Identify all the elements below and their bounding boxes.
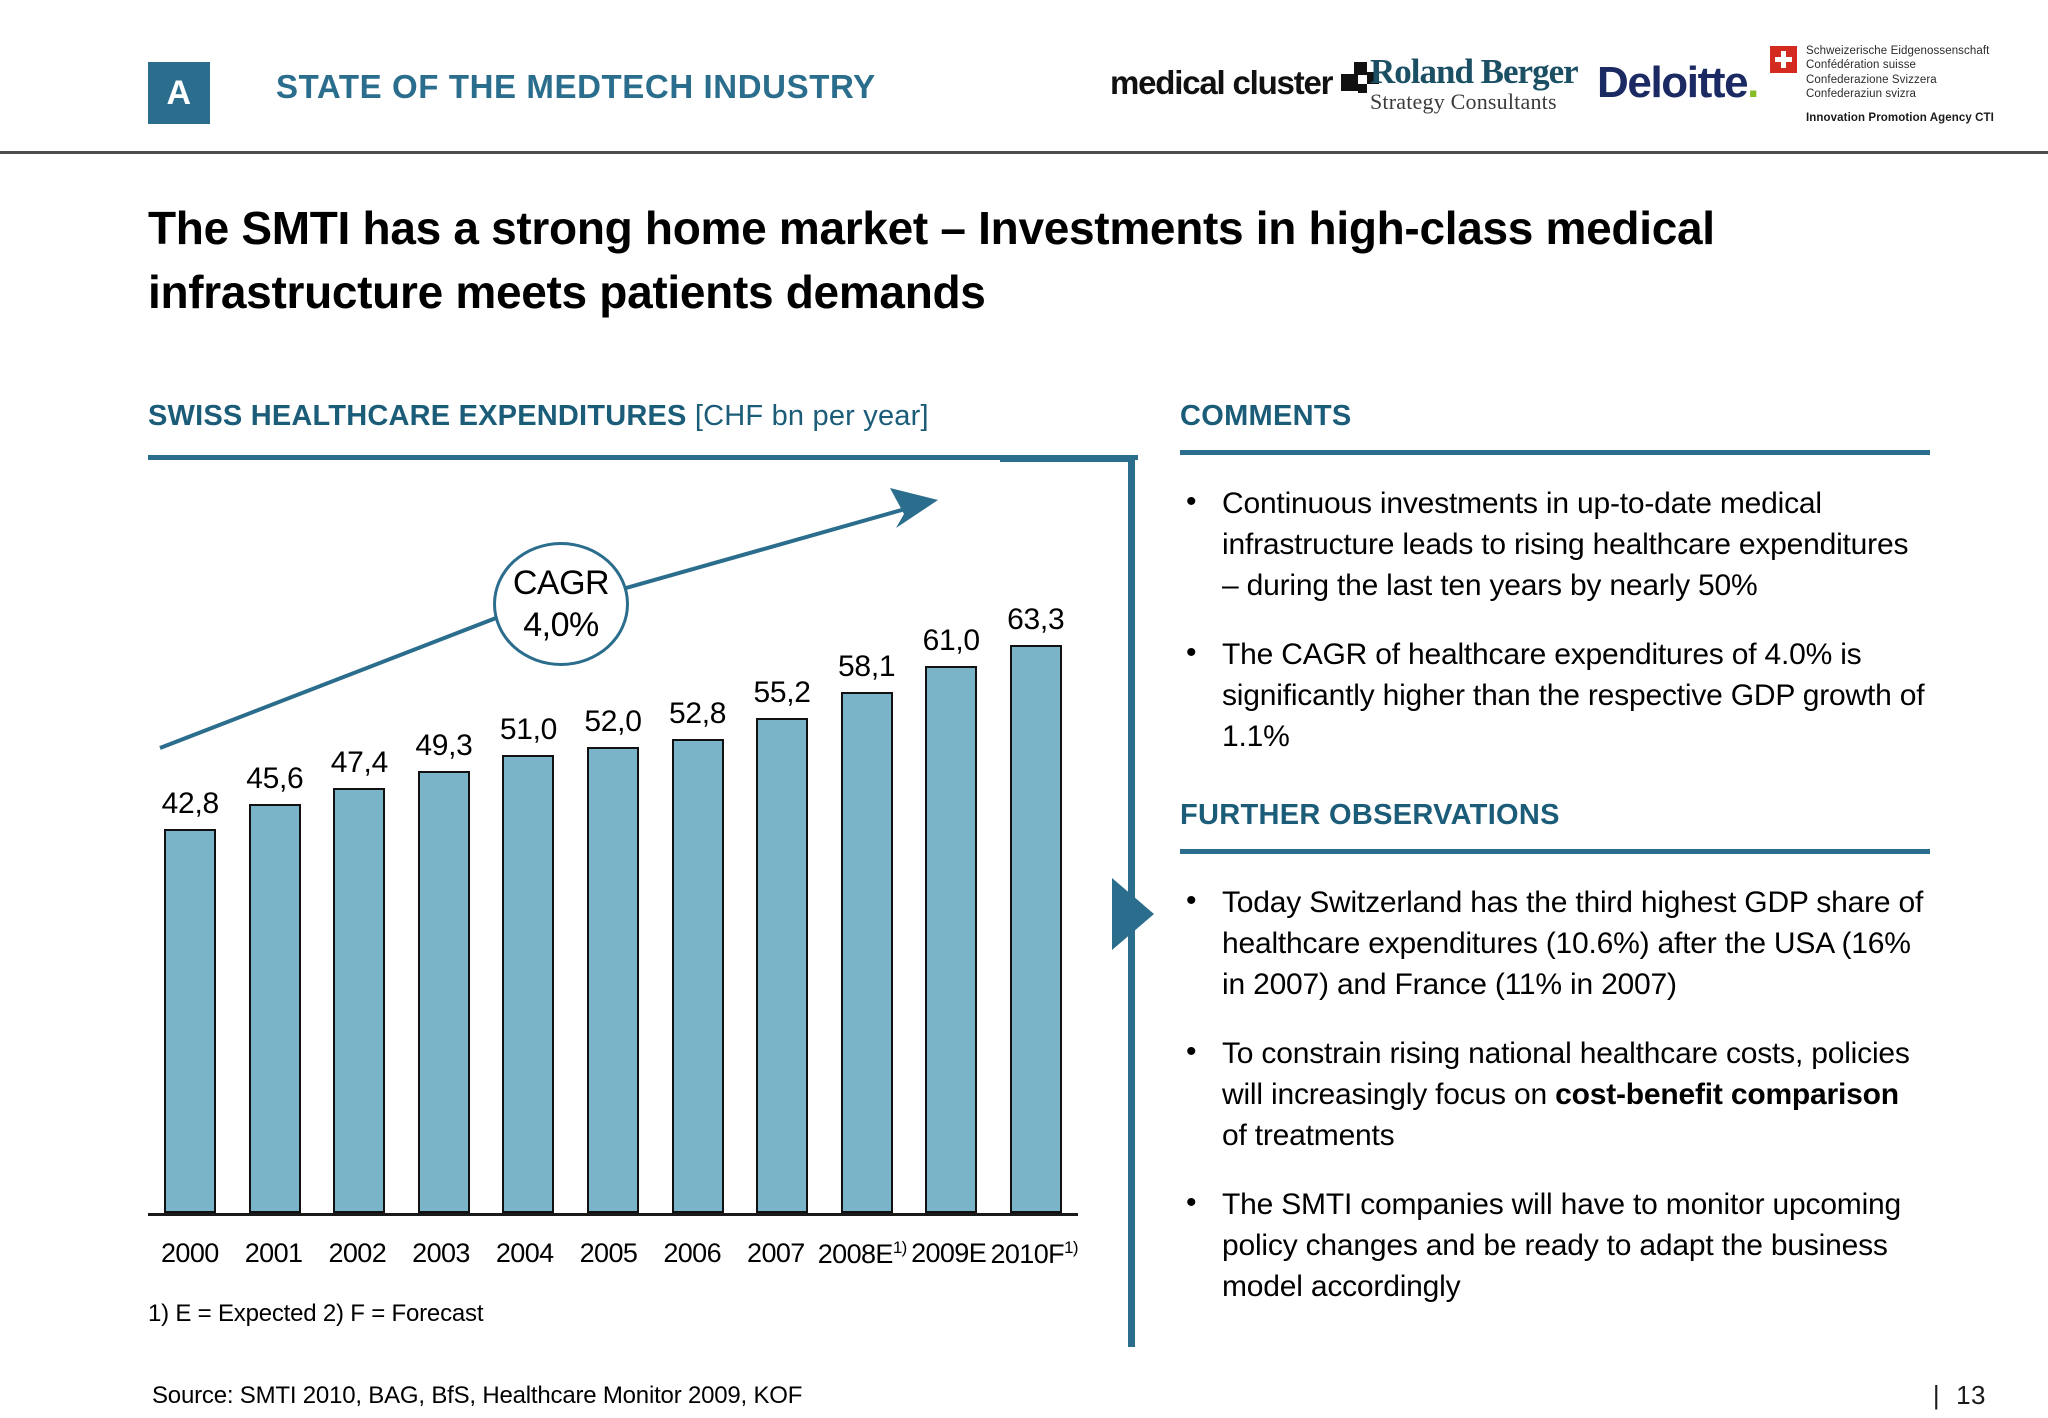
bar-rect [333,787,386,1213]
roland-berger-logo: Roland Berger Strategy Consultants [1370,54,1595,114]
deloitte-logo-text: Deloitte [1597,58,1749,107]
bar-value-label: 52,0 [584,704,642,738]
medical-cross-icon [1341,62,1381,98]
x-axis-label: 2006 [663,1238,721,1268]
bar-rect [671,739,724,1213]
bar-rect [756,717,809,1213]
x-axis-label: 2003 [412,1238,470,1268]
bar-item: 51,0 [486,523,571,1213]
bar-item: 47,4 [317,523,402,1213]
page-title: The SMTI has a strong home market – Inve… [148,202,1715,318]
bar-value-label: 42,8 [161,787,220,821]
bar-value-label: 63,3 [1007,603,1065,637]
chart-panel: SWISS HEALTHCARE EXPENDITURES [CHF bn pe… [148,400,1138,1327]
x-axis-label: 2008E1) [817,1238,908,1269]
swiss-confederation-logo: Schweizerische Eidgenossenschaft Confédér… [1770,44,1990,102]
bar-value-label: 52,8 [668,697,727,731]
x-axis-label: 2010F1) [990,1238,1078,1269]
bar-value-label: 49,3 [415,728,473,762]
bar-rect [925,665,978,1213]
cagr-value: 4,0% [523,606,599,644]
bullet-item: Today Switzerland has the third highest … [1180,880,1930,1005]
further-observations-list: Today Switzerland has the third highest … [1180,880,1930,1307]
bar-chart: CAGR 4,0% 42,8 45,6 47,4 49,3 51,0 52,0 52,8 55… [148,480,1088,1280]
page-number-value: 13 [1956,1380,1986,1410]
comments-panel: COMMENTS Continuous investments in up-to… [1180,400,1930,1307]
bar-item: 52,8 [655,523,740,1213]
chapter-badge: A [148,62,210,124]
swiss-flag-icon [1770,46,1797,73]
x-axis-label: 2009E [911,1238,987,1268]
bar-series: 42,8 45,6 47,4 49,3 51,0 52,0 52,8 55,2 58,1 61,0… [148,523,1078,1213]
bar-item: 61,0 [909,523,994,1213]
deloitte-logo: Deloitte. [1597,58,1759,108]
swiss-confederation-line: Schweizerische Eidgenossenschaft [1806,45,1990,57]
further-observations-heading: FURTHER OBSERVATIONS [1180,799,1560,831]
medical-cluster-logo-text: medical cluster [1110,64,1333,101]
divider-arrow-icon [1112,878,1154,950]
bar-item: 49,3 [402,523,487,1213]
x-axis-labels: 2000 2001 2002 2003 2004 2005 2006 2007 2008E1) 2… [148,1238,1079,1270]
bar-value-label: 55,2 [753,675,812,709]
bar-value-label: 47,4 [330,745,389,779]
x-axis-label: 2001 [244,1238,303,1268]
bullet-item: The CAGR of healthcare expenditures of 4… [1180,632,1930,757]
bar-item: 55,2 [740,523,825,1213]
page-number-separator: | [1932,1380,1941,1410]
bar-rect [248,803,301,1213]
chart-heading: SWISS HEALTHCARE EXPENDITURES [CHF bn pe… [148,400,929,433]
bullet-emphasis: cost-benefit comparison [1555,1078,1899,1111]
roland-berger-name: Roland Berger [1370,52,1579,91]
x-axis-label: 2002 [328,1238,387,1268]
bar-value-label: 51,0 [499,713,558,747]
bar-value-label: 61,0 [922,623,981,657]
x-axis-line [148,1213,1078,1216]
bar-value-label: 45,6 [246,761,304,795]
x-axis-label: 2005 [579,1238,638,1268]
x-axis-label: 2007 [747,1238,805,1268]
chapter-title: STATE OF THE MEDTECH INDUSTRY [276,68,876,105]
bar-rect [417,770,470,1213]
comments-heading: COMMENTS [1180,400,1352,432]
bar-item: 63,3 [993,523,1078,1213]
bar-rect [840,691,893,1213]
page-header: A STATE OF THE MEDTECH INDUSTRY medical … [0,0,2048,154]
x-axis-label: 2004 [495,1238,554,1268]
medical-cluster-logo: medical cluster [1110,62,1381,100]
bullet-item: Continuous investments in up-to-date med… [1180,481,1930,606]
bullet-item: To constrain rising national healthcare … [1180,1031,1930,1156]
comments-list: Continuous investments in up-to-date med… [1180,481,1930,757]
bar-rect [164,829,217,1213]
swiss-confederation-line: Confederazione Svizzera [1806,73,1937,86]
source-note: Source: SMTI 2010, BAG, BfS, Healthcare … [152,1382,803,1409]
swiss-confederation-line: Confederaziun svizra [1806,88,1917,101]
header-divider [0,151,2048,154]
bullet-item: The SMTI companies will have to monitor … [1180,1182,1930,1307]
bar-rect [502,755,555,1213]
swiss-confederation-names: Schweizerische Eidgenossenschaft Confédér… [1806,44,1989,102]
further-observations-heading-rule [1180,849,1930,854]
cagr-label: CAGR [512,564,610,602]
chart-heading-main: SWISS HEALTHCARE EXPENDITURES [148,400,687,432]
bar-item: 58,1 [824,523,909,1213]
roland-berger-tagline: Strategy Consultants [1370,89,1557,114]
bar-value-label: 58,1 [838,649,896,683]
chart-heading-rule [148,455,1138,460]
swiss-cti-label: Innovation Promotion Agency CTI [1806,112,1994,124]
comments-heading-rule [1180,450,1930,455]
deloitte-logo-dot: . [1747,58,1759,107]
bar-rect [587,746,639,1213]
chart-footnote: 1) E = Expected 2) F = Forecast [148,1300,484,1327]
bar-rect [1009,645,1062,1213]
x-axis-label: 2000 [161,1238,219,1268]
swiss-confederation-line: Confédération suisse [1806,59,1917,72]
bar-item: 52,0 [571,523,656,1213]
chart-heading-unit: [CHF bn per year] [694,400,929,432]
bar-item: 45,6 [233,523,318,1213]
cagr-callout: CAGR 4,0% [493,542,629,666]
bar-item: 42,8 [148,523,233,1213]
panel-divider-top [1000,455,1135,462]
page-number: | 13 [1933,1380,1986,1411]
